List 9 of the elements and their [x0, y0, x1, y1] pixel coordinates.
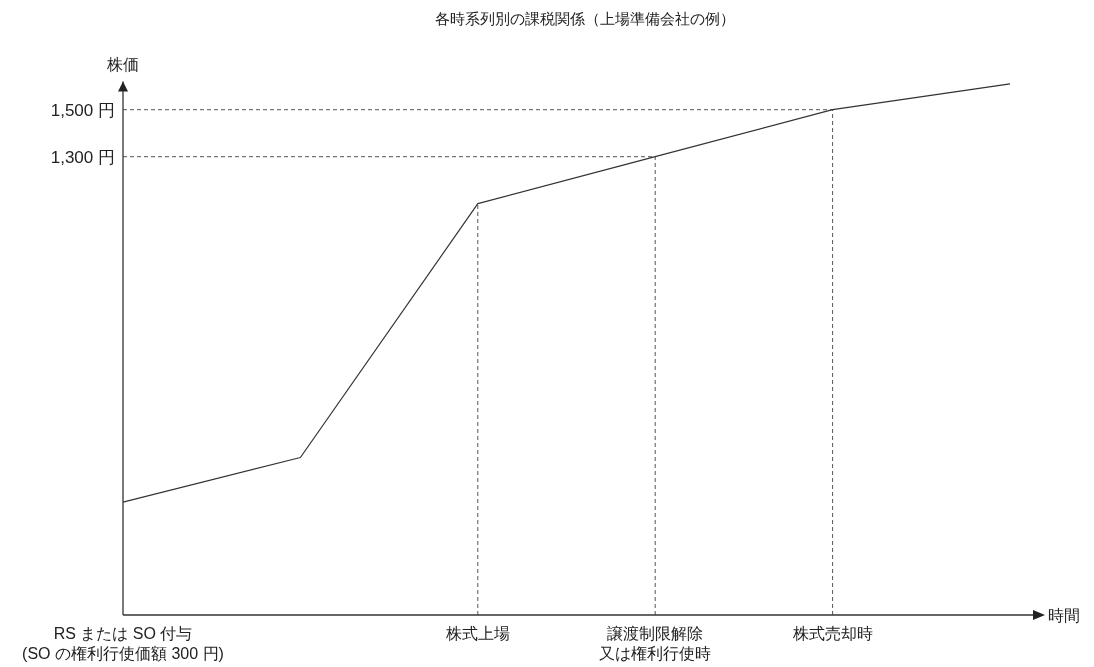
y-tick-label: 1,500 円	[50, 100, 115, 120]
y-axis-title: 株価	[106, 55, 139, 73]
x-axis-title: 時間	[1048, 607, 1080, 624]
x-tick-label: RS または SO 付与(SO の権利行使価額 300 円)	[22, 625, 224, 662]
x-tick-label: 譲渡制限解除又は権利行使時	[599, 625, 712, 662]
chart-title: 各時系列別の課税関係（上場準備会社の例）	[435, 10, 735, 27]
y-tick-label: 1,300 円	[50, 147, 115, 167]
x-tick-label: 株式上場	[444, 625, 510, 642]
x-tick-label: 株式売却時	[791, 625, 873, 642]
